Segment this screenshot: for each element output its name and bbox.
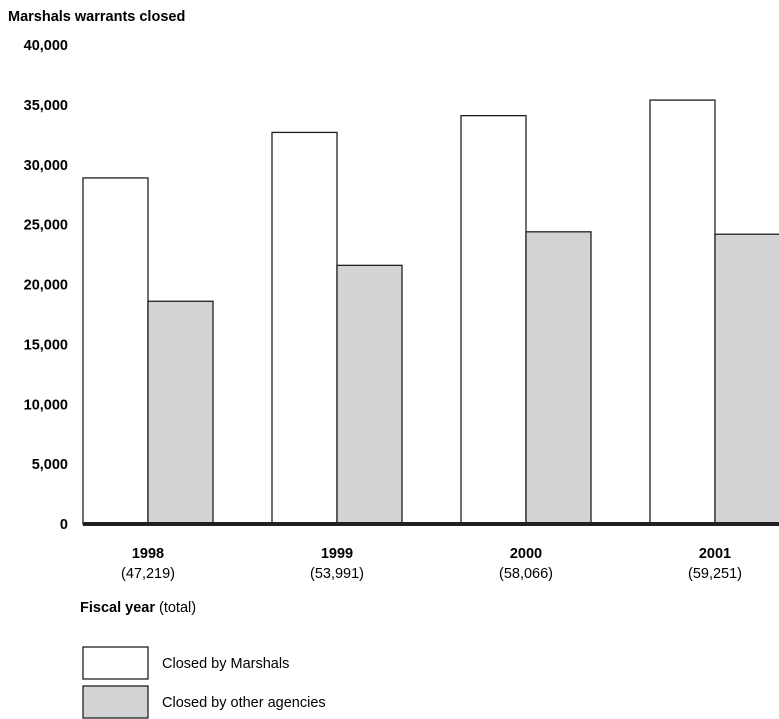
- y-tick-label: 30,000: [24, 158, 68, 174]
- bar-other-agencies-2000: [525, 231, 592, 525]
- y-axis-title: Marshals warrants closed: [8, 9, 185, 25]
- y-tick-label: 40,000: [24, 38, 68, 54]
- x-category-total: (47,219): [121, 566, 175, 582]
- bar-marshals-2001: [649, 99, 716, 525]
- x-category-total: (58,066): [499, 566, 553, 582]
- bar-other-agencies-1999: [336, 264, 403, 525]
- y-tick-label: 5,000: [32, 457, 68, 473]
- x-category-label: 2000: [510, 546, 542, 562]
- legend-swatch-marshals: [82, 646, 149, 680]
- legend-label-other-agencies: Closed by other agencies: [162, 695, 326, 711]
- x-axis-category-labels: 1998 (47,219) 1999 (53,991) 2000 (58,066) 2001…: [121, 546, 742, 582]
- legend-label-marshals: Closed by Marshals: [162, 656, 289, 672]
- bar-marshals-1999: [271, 131, 338, 525]
- y-tick-label: 10,000: [24, 397, 68, 413]
- legend: Closed by Marshals Closed by other agenci…: [82, 646, 326, 719]
- bar-other-agencies-1998: [147, 300, 214, 525]
- bar-other-agencies-2001: [714, 233, 779, 525]
- y-tick-label: 20,000: [24, 278, 68, 294]
- y-tick-label: 0: [60, 517, 68, 533]
- x-axis-title-rest: (total): [159, 600, 196, 616]
- bar-marshals-2000: [460, 115, 527, 525]
- x-axis-title-bold: Fiscal year: [80, 600, 155, 616]
- x-category-label: 1998: [132, 546, 164, 562]
- bar-marshals-1998: [82, 177, 149, 525]
- x-category-label: 1999: [321, 546, 353, 562]
- y-axis-ticks: 0 5,000 10,000 15,000 20,000 25,000 30,000 35,0…: [24, 38, 68, 533]
- y-tick-label: 15,000: [24, 337, 68, 353]
- x-category-total: (53,991): [310, 566, 364, 582]
- x-category-label: 2001: [699, 546, 731, 562]
- x-category-total: (59,251): [688, 566, 742, 582]
- bars: [82, 99, 779, 525]
- legend-swatch-other-agencies: [82, 685, 149, 719]
- y-tick-label: 25,000: [24, 218, 68, 234]
- y-tick-label: 35,000: [24, 98, 68, 114]
- x-axis-title: Fiscal year (total): [80, 600, 196, 616]
